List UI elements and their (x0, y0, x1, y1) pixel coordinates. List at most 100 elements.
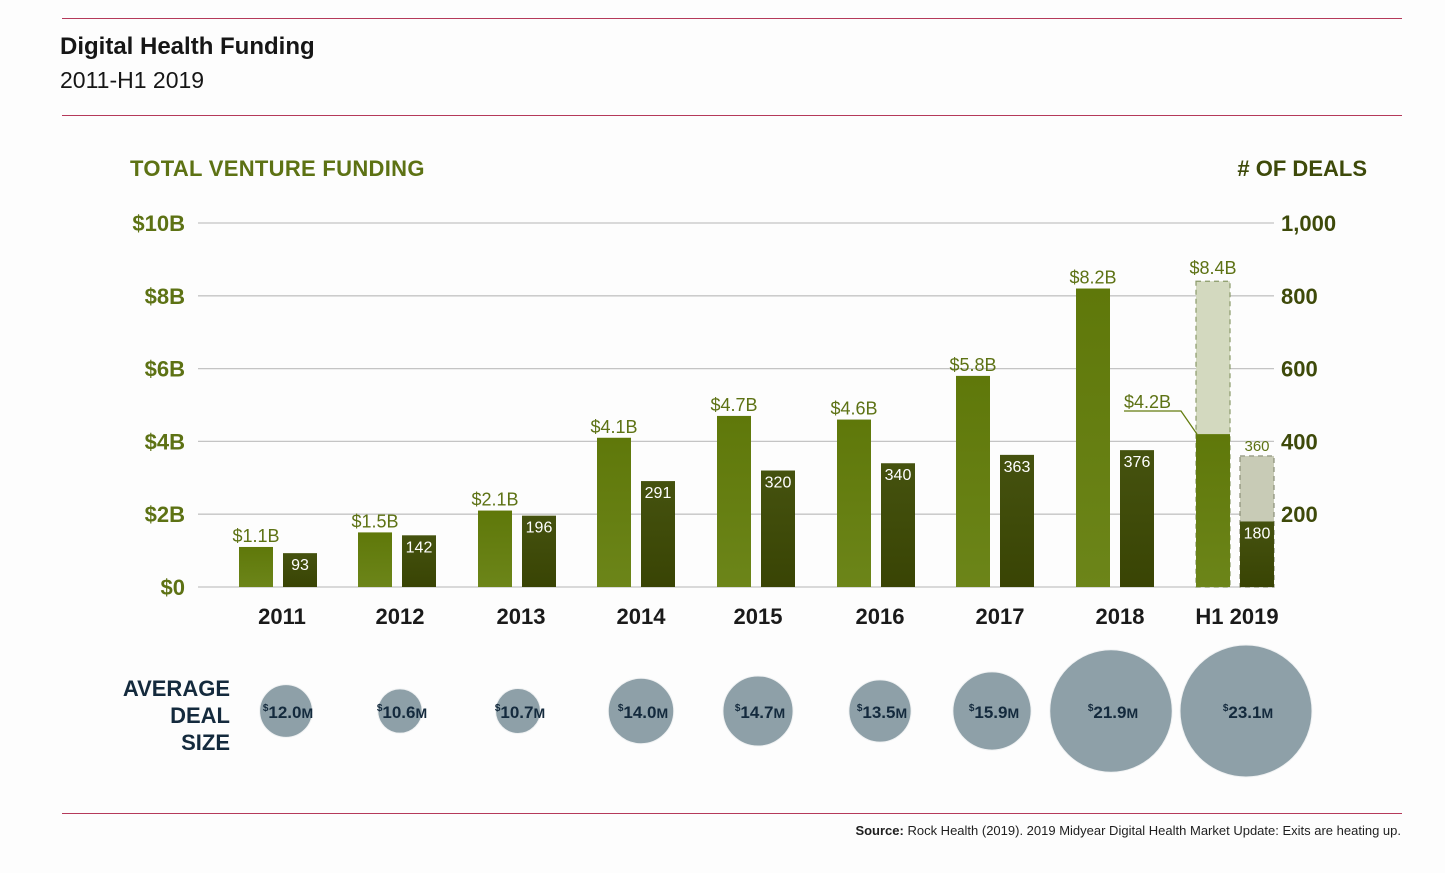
x-tick-label: 2015 (734, 604, 783, 629)
left-tick-label: $6B (145, 357, 185, 382)
deals-value-label: 291 (645, 485, 672, 502)
source-note: Source: Rock Health (2019). 2019 Midyear… (855, 823, 1401, 838)
deal-size-value: 23.1 (1228, 703, 1261, 722)
deal-size-value: 14.7 (740, 703, 773, 722)
source-prefix: Source: (855, 823, 904, 838)
right-tick-label: 800 (1281, 284, 1318, 309)
funding-value-label: $4.7B (710, 395, 757, 415)
funding-bar (1076, 288, 1110, 587)
deal-size-value: 21.9 (1093, 703, 1126, 722)
currency-symbol: $ (377, 703, 383, 714)
unit-suffix: M (1126, 705, 1138, 721)
avg-label-line: DEAL (170, 703, 230, 728)
deals-value-label: 376 (1124, 454, 1151, 471)
x-tick-label: 2014 (617, 604, 667, 629)
chart-subtitle: 2011-H1 2019 (60, 67, 205, 93)
currency-symbol: $ (969, 703, 975, 714)
average-deal-size-bubbles: $12.0M $10.6M $10.7M $14.0M $14.7M $13.5M $15.… (259, 644, 1313, 778)
unit-suffix: M (533, 705, 545, 721)
funding-value-label: $8.2B (1069, 268, 1116, 288)
deal-size-label: $14.0M (618, 703, 668, 722)
unit-suffix: M (895, 705, 907, 721)
funding-value-label: $4.6B (830, 399, 877, 419)
unit-suffix: M (1261, 705, 1273, 721)
x-tick-label: 2012 (376, 604, 425, 629)
bars: $1.1B 93 $1.5B 142 $2.1B 196 $4.1B 291 $4.7B 320 $… (232, 258, 1275, 588)
right-axis-ticks: 200 400 600 800 1,000 (1281, 211, 1336, 527)
funding-bar (1196, 434, 1230, 587)
funding-value-label: $2.1B (471, 490, 518, 510)
deals-value-label: 142 (406, 539, 433, 556)
deals-value-label: 363 (1004, 459, 1031, 476)
right-axis-title: # OF DEALS (1237, 156, 1367, 181)
deal-size-label: $13.5M (857, 703, 907, 722)
deal-size-bubble (722, 675, 794, 747)
currency-symbol: $ (735, 703, 741, 714)
deal-size-label: $15.9M (969, 703, 1019, 722)
projected-deals-label: 360 (1244, 438, 1269, 455)
footer-rule (62, 813, 1402, 814)
x-tick-label: 2018 (1096, 604, 1145, 629)
left-tick-label: $8B (145, 284, 185, 309)
deal-size-value: 10.6 (382, 703, 415, 722)
deal-size-value: 12.0 (268, 703, 301, 722)
funding-value-label: $5.8B (949, 355, 996, 375)
right-tick-label: 600 (1281, 357, 1318, 382)
average-deal-size-label: AVERAGE DEAL SIZE (100, 675, 230, 756)
deals-bar (283, 553, 317, 587)
unit-suffix: M (773, 705, 785, 721)
left-tick-label: $0 (161, 575, 185, 600)
deal-size-label: $10.6M (377, 703, 427, 722)
unit-suffix: M (1007, 705, 1019, 721)
deal-size-bubble (1179, 644, 1313, 778)
funding-value-label: $4.1B (590, 417, 637, 437)
funding-bar (597, 437, 631, 587)
currency-symbol: $ (1223, 703, 1229, 714)
deal-size-bubble (607, 677, 675, 745)
deals-bar (1240, 521, 1274, 587)
unit-suffix: M (301, 705, 313, 721)
funding-bar (358, 532, 392, 587)
funding-bar (956, 375, 990, 587)
deals-value-label: 180 (1244, 525, 1271, 542)
funding-value-label: $1.5B (351, 511, 398, 531)
deal-size-bubble (377, 688, 423, 734)
funding-value-label: $1.1B (232, 526, 279, 546)
left-axis-ticks: $0 $2B $4B $6B $8B $10B (132, 211, 185, 600)
deals-bar (1000, 454, 1034, 587)
deal-size-value: 14.0 (623, 703, 656, 722)
deals-bar (881, 463, 915, 587)
deal-size-label: $21.9M (1088, 703, 1138, 722)
right-tick-label: 400 (1281, 429, 1318, 454)
x-tick-label: H1 2019 (1195, 604, 1278, 629)
deals-value-label: 340 (885, 467, 912, 484)
deal-size-label: $23.1M (1223, 703, 1273, 722)
deal-size-label: $12.0M (263, 703, 313, 722)
deals-value-label: 93 (291, 557, 309, 574)
currency-symbol: $ (618, 703, 624, 714)
deal-size-bubble (848, 679, 912, 743)
funding-bar (478, 510, 512, 587)
deal-size-value: 10.7 (500, 703, 533, 722)
deal-size-bubble (952, 671, 1032, 751)
x-tick-label: 2017 (976, 604, 1025, 629)
callout-leader-line (1124, 410, 1198, 435)
currency-symbol: $ (495, 703, 501, 714)
deals-value-label: 320 (765, 475, 792, 492)
funding-bar (239, 546, 273, 587)
deal-size-bubble (259, 684, 313, 738)
top-rule (62, 18, 1402, 19)
x-tick-label: 2011 (258, 604, 306, 629)
right-tick-label: 200 (1281, 502, 1318, 527)
deals-bar (402, 535, 436, 587)
projected-funding-label: $8.4B (1189, 258, 1236, 278)
header-rule (62, 115, 1402, 116)
x-tick-label: 2016 (856, 604, 905, 629)
left-tick-label: $2B (145, 502, 185, 527)
currency-symbol: $ (263, 703, 269, 714)
x-axis-ticks: 2011 2012 2013 2014 2015 2016 2017 2018 H1 2019 (258, 604, 1278, 629)
currency-symbol: $ (1088, 703, 1094, 714)
right-tick-label: 1,000 (1281, 211, 1336, 236)
deals-bar (761, 470, 795, 587)
